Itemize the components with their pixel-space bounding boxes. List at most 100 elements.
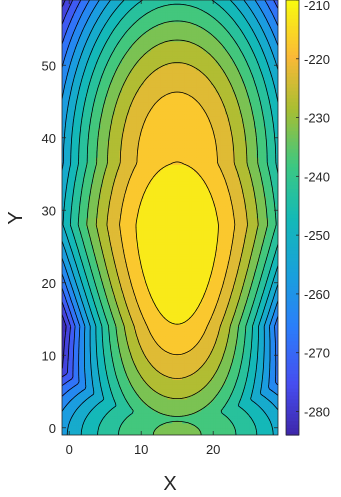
contour-cell: [218, 415, 221, 419]
contour-cell: [136, 352, 140, 356]
contour-cell: [134, 381, 137, 385]
contour-cell: [215, 427, 219, 431]
contour-cell: [153, 362, 157, 366]
contour-cell: [83, 401, 87, 405]
contour-cell: [167, 372, 171, 376]
contour-cell: [254, 415, 257, 419]
contour-cell: [74, 413, 77, 417]
contour-cell: [249, 398, 253, 402]
contour-cell: [213, 377, 217, 381]
contour-cell: [146, 372, 149, 376]
contour-cell: [114, 391, 118, 395]
contour-cell: [148, 410, 152, 414]
contour-cell: [261, 398, 265, 402]
contour-cell: [160, 352, 164, 356]
contour-cell: [266, 369, 269, 373]
contour-cell: [131, 415, 135, 419]
contour-cell: [117, 406, 121, 410]
contour-cell: [275, 360, 278, 364]
contour-cell: [251, 406, 255, 410]
contour-cell: [201, 372, 205, 376]
contour-cell: [215, 401, 219, 405]
contour-cell: [227, 420, 231, 424]
contour-cell: [196, 410, 200, 414]
contour-cell: [242, 406, 245, 410]
contour-cell: [237, 369, 241, 373]
contour-cell: [150, 386, 154, 390]
contour-cell: [117, 427, 121, 431]
contour-cell: [215, 355, 219, 359]
contour-cell: [218, 374, 221, 378]
contour-cell: [232, 420, 236, 424]
contour-cell: [242, 381, 245, 385]
contour-cell: [201, 393, 205, 397]
contour-cell: [110, 425, 113, 429]
contour-cell: [95, 379, 99, 383]
contour-cell: [206, 401, 209, 405]
contour-cell: [69, 422, 73, 426]
contour-cell: [71, 389, 75, 393]
contour-cell: [134, 393, 137, 397]
contour-cell: [174, 401, 178, 405]
contour-cell: [198, 415, 202, 419]
contour-cell: [76, 430, 80, 434]
contour-cell: [182, 369, 185, 373]
contour-cell: [78, 386, 82, 390]
contour-cell: [218, 384, 221, 388]
contour-cell: [69, 393, 73, 397]
contour-cell: [239, 413, 243, 417]
contour-cell: [210, 396, 214, 400]
contour-cell: [81, 396, 85, 400]
contour-cell: [186, 360, 190, 364]
contour-cell: [191, 410, 195, 414]
contour-cell: [170, 430, 173, 434]
contour-cell: [105, 432, 109, 435]
contour-cell: [174, 430, 178, 434]
contour-cell: [258, 396, 262, 400]
contour-cell: [234, 374, 238, 378]
contour-cell: [239, 403, 243, 407]
contour-cell: [153, 381, 157, 385]
contour-cell: [119, 364, 123, 368]
contour-cell: [112, 418, 116, 422]
contour-cell: [273, 357, 277, 361]
contour-cell: [78, 381, 82, 385]
contour-cell: [100, 386, 104, 390]
contour-cell: [107, 355, 111, 359]
contour-cell: [83, 364, 87, 368]
contour-cell: [174, 432, 178, 435]
contour-cell: [167, 357, 171, 361]
contour-cell: [153, 391, 157, 395]
contour-cell: [148, 415, 152, 419]
contour-cell: [110, 372, 113, 376]
contour-cell: [261, 357, 265, 361]
contour-cell: [179, 374, 183, 378]
contour-cell: [134, 379, 137, 383]
contour-cell: [191, 379, 195, 383]
contour-cell: [270, 364, 274, 368]
contour-cell: [162, 377, 166, 381]
contour-cell: [256, 401, 260, 405]
contour-cell: [237, 430, 241, 434]
contour-cell: [184, 430, 188, 434]
contour-cell: [112, 374, 116, 378]
contour-cell: [71, 377, 75, 381]
contour-cell: [136, 432, 140, 435]
contour-cell: [242, 391, 245, 395]
contour-cell: [141, 386, 145, 390]
contour-cell: [184, 406, 188, 410]
contour-cell: [239, 386, 243, 390]
contour-cell: [162, 362, 166, 366]
contour-cell: [239, 372, 243, 376]
contour-cell: [143, 360, 147, 364]
contour-cell: [230, 367, 233, 371]
contour-cell: [153, 350, 157, 354]
contour-cell: [64, 396, 68, 400]
contour-cell: [114, 379, 118, 383]
contour-cell: [76, 362, 80, 366]
contour-cell: [225, 360, 229, 364]
contour-cell: [275, 391, 278, 395]
contour-cell: [182, 355, 185, 359]
contour-cell: [76, 386, 80, 390]
contour-cell: [182, 364, 185, 368]
